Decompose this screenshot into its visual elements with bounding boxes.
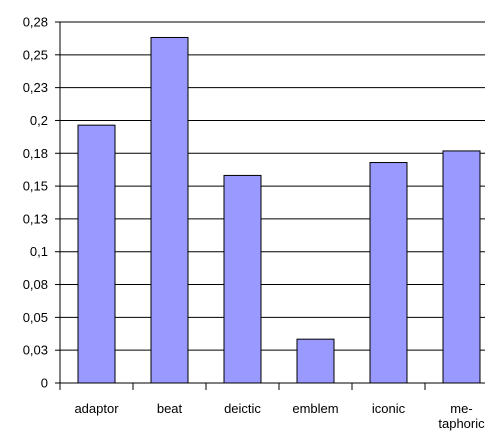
x-tick-label: emblem	[292, 401, 338, 416]
bar-beat	[150, 36, 189, 384]
y-tick-label: 0,23	[23, 80, 48, 95]
x-tick-label-line: me-	[450, 401, 472, 416]
x-tick-label: adaptor	[74, 401, 119, 416]
y-tick-label: 0,13	[23, 211, 48, 226]
y-tick-label: 0,2	[30, 113, 48, 128]
y-tick-label: 0,28	[23, 15, 48, 30]
x-tick-label: me-taphoric	[438, 401, 485, 431]
bar-iconic	[369, 162, 408, 384]
x-tick-label-line: iconic	[372, 401, 406, 416]
bars	[77, 36, 481, 384]
y-tick-label: 0,18	[23, 146, 48, 161]
x-tick-labels: adaptor beat deictic emblem iconic me-taphori…	[74, 401, 485, 431]
x-tick-label-line: adaptor	[74, 401, 119, 416]
y-tick-label: 0,03	[23, 343, 48, 358]
x-tick-label-line: deictic	[224, 401, 261, 416]
x-tick-label: beat	[157, 401, 183, 416]
y-tick-label: 0,08	[23, 277, 48, 292]
x-tick-label: iconic	[372, 401, 406, 416]
y-tick-label: 0,05	[23, 310, 48, 325]
x-tick-label-line: taphoric	[438, 416, 485, 431]
y-tick-labels: 0 0,03 0,05 0,08 0,1 0,13 0,15 0,18 0,2 0,23 0,25 0…	[23, 15, 48, 391]
bar-adaptor	[77, 124, 116, 384]
bar-emblem	[296, 338, 335, 384]
x-tick-label-line: beat	[157, 401, 183, 416]
y-tick-label: 0,15	[23, 179, 48, 194]
y-tick-label: 0,25	[23, 47, 48, 62]
bar-deictic	[223, 174, 262, 384]
y-tick-label: 0,1	[30, 244, 48, 259]
x-tick-label-line: emblem	[292, 401, 338, 416]
grid-lines	[60, 21, 485, 351]
y-tick-label: 0	[41, 376, 48, 391]
x-tick-label: deictic	[224, 401, 261, 416]
axes	[55, 21, 485, 390]
bar-metaphoric	[442, 150, 481, 384]
